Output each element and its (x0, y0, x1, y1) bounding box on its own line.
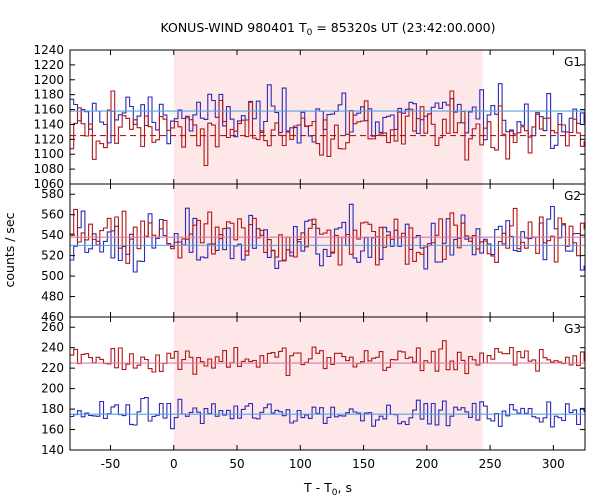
y-tick-label: 1080 (33, 162, 64, 176)
panel-label-g3: G3 (564, 322, 581, 336)
series-g2-0 (70, 203, 585, 273)
panel-frame-g3 (69, 316, 586, 451)
xlabel-subscript: 0 (332, 488, 338, 498)
shaded-interval-g2 (173, 184, 483, 317)
chart-title: KONUS-WIND 980401 T0 = 85320s UT (23:42:… (160, 20, 495, 38)
y-tick-label: 1100 (33, 147, 64, 161)
y-tick-label: 180 (41, 402, 64, 416)
y-tick-label: 1120 (33, 132, 64, 146)
y-tick-label: 520 (41, 249, 64, 263)
y-tick-label: 1220 (33, 58, 64, 72)
y-tick-label: 160 (41, 423, 64, 437)
y-tick-label: 1140 (33, 117, 64, 131)
y-tick-label: 1200 (33, 73, 64, 87)
panels-group: 1060108011001120114011601180120012201240… (33, 43, 586, 471)
y-tick-label: 580 (41, 187, 64, 201)
x-tick-label: 150 (352, 457, 375, 471)
x-tick-label: 100 (289, 457, 312, 471)
shaded-interval-g3 (173, 317, 483, 450)
xlabel-text-2: , s (338, 480, 352, 495)
panel-label-g2: G2 (564, 189, 581, 203)
y-tick-label: 260 (41, 320, 64, 334)
title-text-2: = 85320s UT (23:42:00.000) (312, 20, 495, 35)
y-tick-label: 540 (41, 228, 64, 242)
y-tick-label: 220 (41, 361, 64, 375)
y-tick-label: 140 (41, 443, 64, 457)
panel-label-g1: G1 (564, 55, 581, 69)
y-tick-label: 1240 (33, 43, 64, 57)
series-g1-0 (70, 83, 585, 149)
y-tick-label: 1060 (33, 177, 64, 191)
x-tick-label: 0 (170, 457, 178, 471)
y-tick-label: 1160 (33, 103, 64, 117)
y-tick-label: 200 (41, 382, 64, 396)
series-g3-0 (70, 397, 585, 430)
y-tick-label: 1180 (33, 88, 64, 102)
x-tick-label: 300 (542, 457, 565, 471)
x-tick-label: -50 (101, 457, 121, 471)
series-g1-1 (70, 90, 585, 167)
title-text-1: KONUS-WIND 980401 T (160, 20, 306, 35)
x-tick-label: 50 (229, 457, 244, 471)
y-axis-label: counts / sec (2, 212, 17, 287)
y-tick-label: 500 (41, 269, 64, 283)
y-tick-label: 480 (41, 290, 64, 304)
x-tick-label: 250 (479, 457, 502, 471)
x-axis-label: T - T0, s (303, 480, 352, 498)
y-tick-label: 460 (41, 310, 64, 324)
y-tick-label: 240 (41, 341, 64, 355)
xlabel-text-1: T - T (303, 480, 332, 495)
y-tick-label: 560 (41, 208, 64, 222)
shaded-interval-g1 (173, 50, 483, 184)
x-tick-label: 200 (415, 457, 438, 471)
title-subscript: 0 (307, 28, 313, 38)
